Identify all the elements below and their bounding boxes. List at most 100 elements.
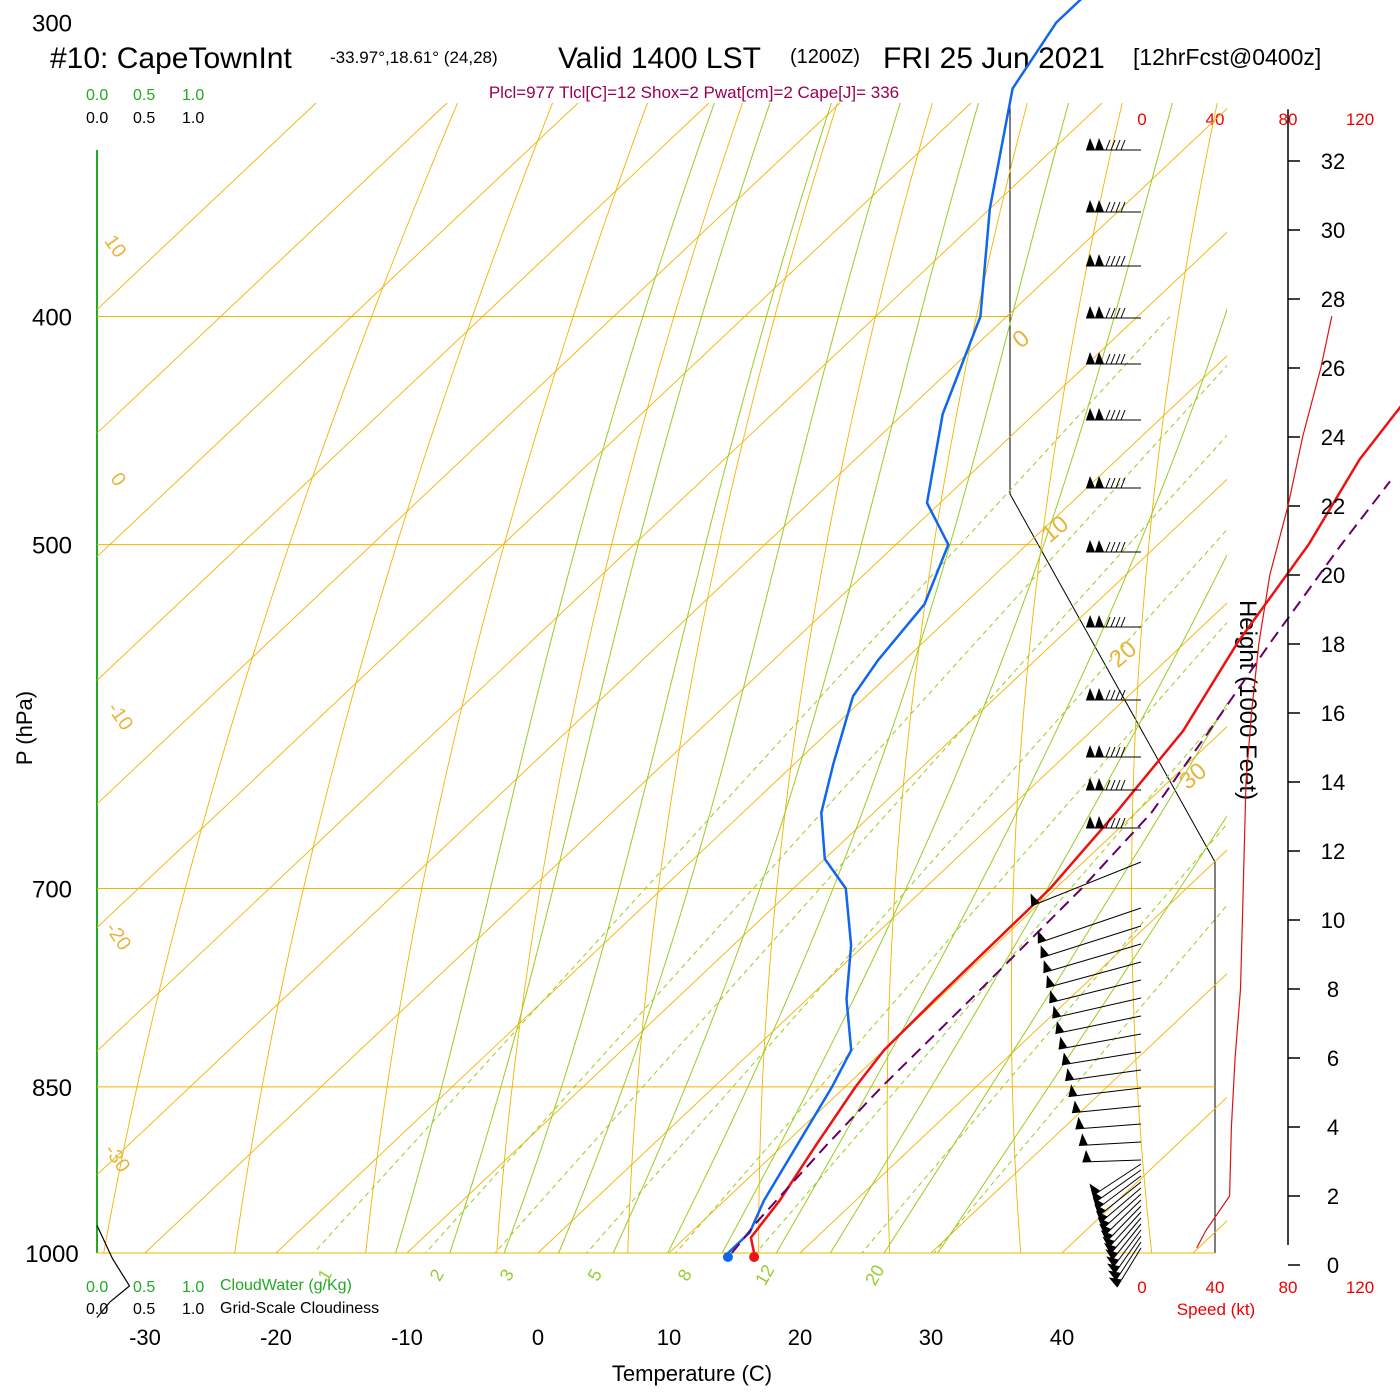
forecast-date: FRI 25 Jun 2021	[883, 42, 1105, 75]
pressure-tick-label: 850	[32, 1075, 72, 1102]
height-tick-label: 12	[1321, 839, 1345, 864]
top-cloudiness-tick: 1.0	[182, 110, 204, 127]
dry-adiabat-line	[1131, 103, 1218, 1253]
wind-barb-flag	[1102, 1236, 1115, 1248]
wind-barb	[1082, 1149, 1142, 1163]
wind-barb-flag	[1103, 1242, 1117, 1254]
wind-barb-flag	[1107, 1270, 1121, 1281]
mixing-ratio-line	[933, 904, 1227, 1253]
wind-barb	[1089, 1163, 1142, 1197]
wind-barb-flag	[1055, 1021, 1065, 1034]
wind-barb-flag	[1086, 408, 1095, 420]
speed-tick-bottom: 120	[1346, 1278, 1374, 1297]
wind-barb-flag	[1086, 254, 1095, 266]
wind-barb-flag	[1105, 1249, 1118, 1260]
wind-barb-flag	[1095, 476, 1104, 488]
top-cloudwater-tick: 1.0	[182, 87, 204, 104]
bottom-cloudiness-tick: 1.0	[182, 1301, 204, 1318]
wind-barb-staff	[1112, 1229, 1142, 1268]
wind-barb-flag	[1071, 1100, 1081, 1113]
height-tick-label: 16	[1321, 701, 1345, 726]
wind-barb-feather	[1105, 541, 1111, 553]
wind-barb-flag	[1086, 615, 1095, 627]
wind-barb-feather	[1110, 746, 1116, 758]
wind-barb-feather	[1115, 307, 1121, 319]
wind-barb-flag	[1086, 476, 1095, 488]
temperature-tick-label: 40	[1050, 1325, 1074, 1350]
cloudiness-profile	[96, 1225, 131, 1318]
top-cloudwater-tick: 0.0	[86, 87, 108, 104]
height-tick-label: 10	[1321, 908, 1345, 933]
isotherm-line	[144, 231, 1227, 1253]
wind-barb-staff	[1116, 1247, 1142, 1288]
height-tick-label: 0	[1327, 1253, 1339, 1278]
wind-barb-staff	[1061, 1051, 1142, 1066]
wind-barb	[1061, 1051, 1142, 1066]
speed-tick-top: 120	[1346, 110, 1374, 129]
height-tick-label: 14	[1321, 770, 1345, 795]
isotherm-line	[1192, 1220, 1227, 1253]
utc-time: (1200Z)	[790, 46, 860, 68]
speed-tick-bottom: 80	[1279, 1278, 1298, 1297]
top-cloudwater-tick: 0.5	[133, 87, 155, 104]
top-cloudwater-scale: 0.0 0.5 1.0	[86, 87, 204, 104]
wind-barb-flag	[1065, 1068, 1075, 1081]
bottom-cloudiness-tick: 0.0	[86, 1301, 108, 1318]
moist-adiabat-line	[883, 702, 1227, 1253]
wind-barb-feather	[1120, 201, 1126, 213]
moist-adiabat-line	[449, 103, 771, 1253]
wind-barb-feather	[1110, 139, 1116, 151]
wind-barb-flag	[1107, 1263, 1120, 1274]
isotherm-label: 20	[1104, 635, 1142, 673]
dry-adiabat-line	[234, 103, 554, 1253]
mixing-ratio-line	[586, 528, 1227, 1253]
moist-adiabat-line	[503, 103, 832, 1253]
wind-barb-flag	[1052, 1005, 1062, 1019]
sounding-indices: Plcl=977 Tlcl[C]=12 Shox=2 Pwat[cm]=2 Ca…	[489, 83, 899, 102]
wind-barb-flag	[1095, 254, 1104, 266]
height-tick-label: 2	[1327, 1184, 1339, 1209]
wind-barb-feather	[1110, 616, 1116, 628]
isotherm-line	[97, 103, 1103, 1052]
wind-barb-feather	[1120, 255, 1126, 267]
dry-adiabat-label: 10	[100, 231, 131, 262]
wind-barb-staff	[1104, 1199, 1142, 1236]
wind-barb	[1078, 1133, 1142, 1146]
height-tick-label: 30	[1321, 218, 1345, 243]
height-tick-label: 24	[1321, 425, 1345, 450]
wind-barb-feather	[1115, 255, 1121, 267]
wind-barb-feather	[1105, 817, 1111, 829]
wind-barb-flag	[1043, 960, 1052, 973]
wind-barb-feather	[1115, 616, 1121, 628]
wind-barb-feather	[1115, 409, 1121, 421]
bottom-cloudiness-scale: 0.0 0.5 1.0 Grid-Scale Cloudiness	[86, 1300, 379, 1318]
wind-barb-feather	[1110, 817, 1116, 829]
wind-barb-feather	[1120, 307, 1126, 319]
mixing-ratio-label: 8	[674, 1266, 696, 1285]
wind-barb	[1030, 861, 1142, 907]
dry-adiabat-line	[103, 103, 459, 1253]
dry-adiabat-line	[1248, 0, 1380, 1303]
cloudwater-label: CloudWater (g/Kg)	[220, 1277, 352, 1294]
wind-barb	[1037, 907, 1142, 944]
wind-barb-flag	[1068, 1084, 1078, 1097]
wind-barb-flag	[1095, 745, 1104, 757]
wind-barb-flag	[1095, 352, 1104, 364]
wind-barb-flag	[1075, 1116, 1085, 1130]
wind-barb-staff	[1096, 1175, 1142, 1210]
wind-barb-staff	[1046, 961, 1142, 989]
dry-adiabat-line	[627, 103, 838, 1253]
wind-barb-staff	[1082, 1159, 1142, 1163]
forecast-label: [12hrFcst@0400z]	[1133, 44, 1321, 70]
isotherm-line	[406, 478, 1227, 1253]
wind-barb-staff	[1052, 997, 1142, 1019]
wind-barb-feather	[1120, 139, 1126, 151]
wind-barb-feather	[1110, 689, 1116, 701]
y-axis-title: P (hPa)	[12, 691, 37, 765]
wind-barb	[1108, 1247, 1142, 1288]
wind-barb-staff	[1078, 1141, 1142, 1146]
wind-barb-flag	[1095, 816, 1104, 828]
wind-barb-flag	[1082, 1149, 1092, 1163]
